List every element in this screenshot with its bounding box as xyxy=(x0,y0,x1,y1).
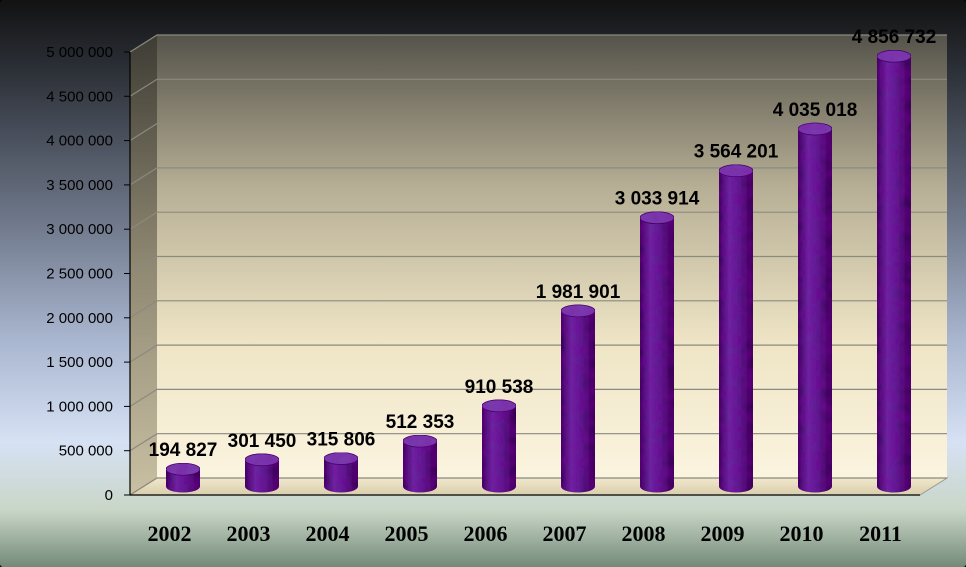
bar-body xyxy=(877,56,911,493)
y-tick-label: 3 500 000 xyxy=(46,177,113,194)
bar-body xyxy=(719,170,753,493)
x-tick-label: 2005 xyxy=(385,521,429,546)
bar-body xyxy=(403,441,437,493)
bar-top xyxy=(560,304,596,318)
x-tick-label: 2003 xyxy=(227,521,271,546)
bar-top xyxy=(639,211,675,225)
x-tick-label: 2010 xyxy=(780,521,824,546)
gridline xyxy=(129,433,947,452)
bar-top xyxy=(481,399,517,413)
gridline xyxy=(129,167,947,186)
bar-body xyxy=(245,459,279,493)
x-tick-label: 2002 xyxy=(148,521,192,546)
data-label: 1 981 901 xyxy=(536,282,621,303)
data-label: 4 035 018 xyxy=(773,100,858,121)
bar xyxy=(244,453,280,493)
data-label: 512 353 xyxy=(386,412,455,433)
bar xyxy=(876,49,912,493)
gridline xyxy=(129,211,947,230)
x-tick-label: 2006 xyxy=(464,521,508,546)
data-label: 315 806 xyxy=(307,430,376,451)
bar-body xyxy=(798,128,832,493)
data-label: 3 564 201 xyxy=(694,142,779,163)
x-tick-label: 2007 xyxy=(543,521,587,546)
gridline xyxy=(129,122,947,142)
bar-top xyxy=(797,122,833,136)
bar-top xyxy=(244,453,280,467)
x-tick-label: 2004 xyxy=(306,521,350,546)
gridline xyxy=(129,78,947,97)
bar xyxy=(639,211,675,493)
y-tick-label: 1 000 000 xyxy=(46,398,113,415)
bar-body xyxy=(324,458,358,493)
x-tick-label: 2011 xyxy=(859,521,902,546)
data-label: 3 033 914 xyxy=(615,189,700,210)
gridline xyxy=(129,300,947,319)
bar-top xyxy=(718,164,754,178)
gridline xyxy=(129,388,947,407)
data-label: 910 538 xyxy=(465,377,534,398)
gridline xyxy=(129,255,947,275)
y-tick-label: 500 000 xyxy=(59,443,113,460)
bar xyxy=(560,304,596,493)
bar-top xyxy=(323,452,359,465)
x-tick-label: 2008 xyxy=(622,521,666,546)
bar xyxy=(323,452,359,493)
x-tick-label: 2009 xyxy=(701,521,745,546)
bar xyxy=(481,399,517,493)
bar-top xyxy=(165,462,201,476)
bar-body xyxy=(640,217,674,493)
y-tick-label: 2 500 000 xyxy=(46,266,113,283)
bar-top xyxy=(402,434,438,448)
gridline xyxy=(129,344,947,363)
bar-body xyxy=(166,469,200,493)
bar-top xyxy=(876,49,912,63)
data-label: 301 450 xyxy=(228,431,297,452)
gridline xyxy=(129,34,947,53)
y-tick-label: 2 000 000 xyxy=(46,310,113,327)
bar xyxy=(165,462,201,493)
bar xyxy=(797,122,833,493)
data-label: 4 856 732 xyxy=(852,27,937,48)
y-tick-label: 1 500 000 xyxy=(46,354,113,371)
y-tick-label: 4 000 000 xyxy=(46,133,113,150)
y-tick-label: 0 xyxy=(105,487,113,504)
y-tick-label: 5 000 000 xyxy=(46,44,113,61)
gridline xyxy=(129,477,947,496)
bar xyxy=(402,434,438,493)
data-label: 194 827 xyxy=(149,440,218,461)
bar xyxy=(718,164,754,493)
bar-body xyxy=(482,405,516,493)
bar-body xyxy=(561,310,595,493)
y-tick-label: 3 000 000 xyxy=(46,221,113,238)
y-tick-label: 4 500 000 xyxy=(46,88,113,105)
